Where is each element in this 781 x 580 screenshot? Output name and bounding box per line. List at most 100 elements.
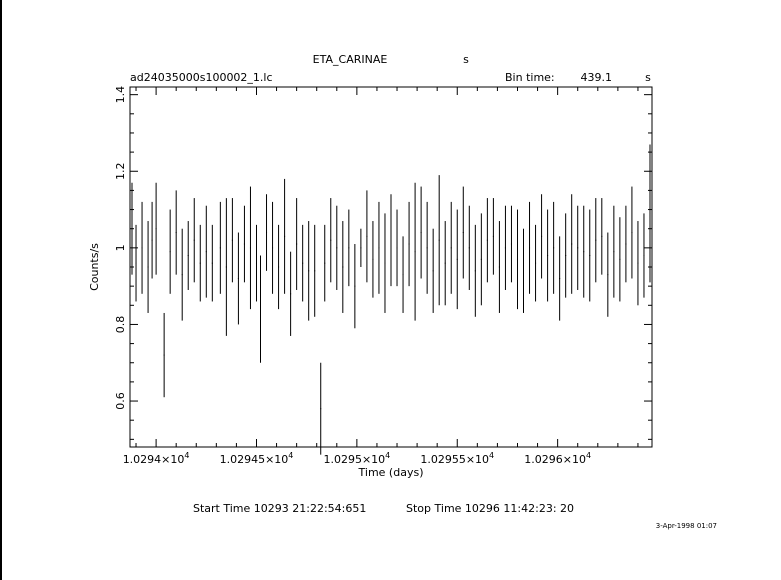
data-point [426, 201, 428, 294]
data-point [486, 198, 488, 283]
data-point [290, 251, 292, 336]
data-point [272, 201, 274, 294]
x-axis-label: Time (days) [358, 466, 424, 479]
axis-ticks [130, 87, 652, 447]
data-point [187, 221, 189, 290]
data-point [637, 221, 639, 306]
data-point [175, 190, 177, 275]
data-point [523, 228, 525, 313]
data-point [613, 205, 615, 298]
data-point [402, 236, 404, 313]
data-point [147, 221, 149, 313]
data-point [225, 198, 227, 336]
y-axis-label: Counts/s [88, 243, 101, 291]
data-point [155, 182, 157, 275]
data-point [141, 201, 143, 294]
data-point [135, 224, 137, 302]
data-point [181, 228, 183, 321]
file-label: ad24035000s100002_1.lc [130, 71, 273, 84]
data-point [296, 198, 298, 290]
data-point [302, 224, 304, 302]
data-point [583, 205, 585, 298]
data-point [565, 213, 567, 298]
data-point [336, 205, 338, 290]
x-tick-label: 1.0294×104 [123, 451, 190, 466]
stop-time: Stop Time 10296 11:42:23: 20 [406, 502, 574, 515]
data-point [498, 221, 500, 313]
data-point [163, 312, 165, 398]
data-point [516, 209, 518, 310]
x-tick-label: 1.0296×104 [524, 451, 591, 466]
data-point [199, 224, 201, 302]
data-point [408, 201, 410, 287]
y-tick-label: 1 [114, 244, 127, 251]
data-point [553, 201, 555, 294]
start-time: Start Time 10293 21:22:54:651 [193, 502, 366, 515]
data-point [384, 213, 386, 313]
data-point [607, 232, 609, 317]
data-point [631, 186, 633, 279]
data-point [504, 205, 506, 290]
data-point [510, 205, 512, 283]
data-point [314, 224, 316, 317]
data-point [372, 221, 374, 298]
data-point [378, 201, 380, 294]
data-point [205, 205, 207, 298]
data-point [625, 205, 627, 283]
y-tick-label: 1.4 [114, 86, 127, 104]
data-point [284, 178, 286, 294]
data-point [643, 213, 645, 298]
data-point [243, 205, 245, 283]
data-point [390, 194, 392, 287]
data-point [468, 205, 470, 290]
data-point [249, 186, 251, 310]
data-point [450, 201, 452, 294]
data-point [219, 201, 221, 294]
data-point [255, 224, 257, 302]
data-point [360, 228, 362, 267]
data-point [348, 209, 350, 287]
data-point [480, 213, 482, 306]
bin-time-label: Bin time: [505, 71, 555, 84]
data-point [529, 201, 531, 294]
x-tick-label: 1.02945×104 [220, 451, 294, 466]
data-point [432, 228, 434, 313]
axis-tick-labels: 1.0294×104 1.02945×104 1.0295×104 1.02955×1… [114, 86, 591, 466]
data-point [169, 209, 171, 294]
data-point [547, 209, 549, 302]
data-point [444, 221, 446, 306]
data-point [601, 198, 603, 275]
data-points [131, 144, 651, 455]
bin-time-value: 439.1 [581, 71, 613, 84]
data-point [342, 221, 344, 313]
data-point [308, 221, 310, 321]
data-point [456, 209, 458, 310]
y-tick-label: 0.6 [114, 392, 127, 410]
data-point [131, 182, 133, 275]
data-point [278, 224, 280, 310]
x-tick-label: 1.02955×104 [420, 451, 494, 466]
data-point [462, 186, 464, 279]
data-point [474, 224, 476, 317]
date-stamp: 3-Apr-1998 01:07 [656, 522, 717, 530]
data-point [193, 198, 195, 283]
data-point [396, 209, 398, 287]
data-point [577, 205, 579, 290]
data-point [366, 190, 368, 283]
data-point [492, 198, 494, 275]
chart-title: ETA_CARINAE [313, 53, 388, 66]
data-point [151, 201, 153, 279]
data-point [619, 217, 621, 302]
data-point [649, 144, 651, 283]
bin-time-unit: s [645, 71, 651, 84]
chart-title-unit: s [463, 53, 469, 66]
data-point [589, 209, 591, 302]
y-tick-label: 0.8 [114, 316, 127, 334]
data-point [420, 186, 422, 279]
data-point [571, 194, 573, 294]
data-point [535, 224, 537, 302]
data-point [211, 224, 213, 302]
data-point [354, 244, 356, 329]
